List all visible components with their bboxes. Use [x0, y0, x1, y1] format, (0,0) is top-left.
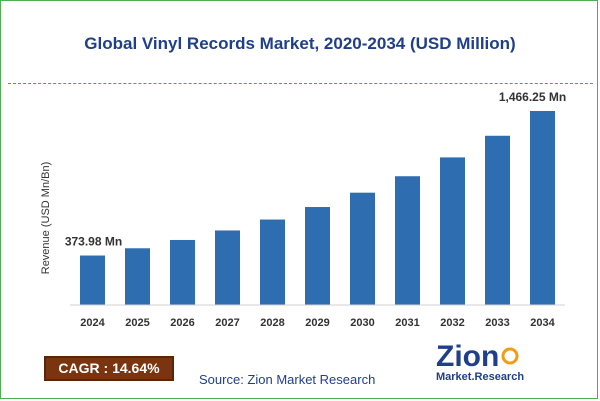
data-label-last: 1,466.25 Mn [499, 90, 566, 104]
x-tick-2024: 2024 [80, 317, 105, 329]
x-tick-2025: 2025 [125, 317, 149, 329]
bar-2033 [485, 135, 510, 305]
bar-2031 [395, 176, 420, 305]
x-tick-2030: 2030 [350, 317, 374, 329]
x-tick-2026: 2026 [170, 317, 194, 329]
bar-2030 [350, 192, 375, 305]
source-text: Source: Zion Market Research [199, 372, 376, 387]
chart-title: Global Vinyl Records Market, 2020-2034 (… [84, 34, 516, 53]
x-tick-2034: 2034 [530, 317, 555, 329]
bar-2032 [440, 157, 465, 305]
x-tick-2027: 2027 [215, 317, 239, 329]
bar-2026 [170, 239, 195, 305]
globe-icon [501, 347, 519, 365]
logo-wordmark: Zion [436, 340, 499, 373]
bar-2028 [260, 219, 285, 305]
bar-2027 [215, 230, 240, 305]
x-tick-2032: 2032 [440, 317, 464, 329]
bar-2025 [125, 248, 150, 305]
logo-subtext: Market.Research [436, 371, 524, 383]
x-tick-labels: 2024 2025 2026 2027 2028 2029 2030 2031 2032 2033… [80, 317, 555, 329]
title-divider [8, 83, 593, 84]
x-tick-2028: 2028 [260, 317, 284, 329]
x-tick-2033: 2033 [485, 317, 509, 329]
cagr-badge: CAGR : 14.64% [44, 356, 174, 381]
bars-group [80, 111, 555, 305]
x-tick-2029: 2029 [305, 317, 329, 329]
bar-2034 [530, 111, 555, 305]
x-tick-2031: 2031 [395, 317, 419, 329]
data-label-first: 373.98 Mn [65, 235, 122, 249]
zion-logo: Zion Market.Research [436, 340, 524, 383]
bar-2029 [305, 207, 330, 305]
y-axis-label: Revenue (USD Mn/Bn) [40, 162, 52, 275]
bar-2024 [80, 255, 105, 305]
